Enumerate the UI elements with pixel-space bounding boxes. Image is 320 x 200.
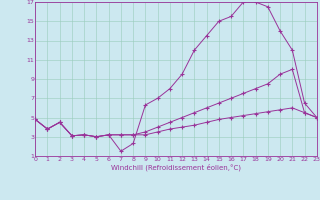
X-axis label: Windchill (Refroidissement éolien,°C): Windchill (Refroidissement éolien,°C) xyxy=(111,163,241,171)
